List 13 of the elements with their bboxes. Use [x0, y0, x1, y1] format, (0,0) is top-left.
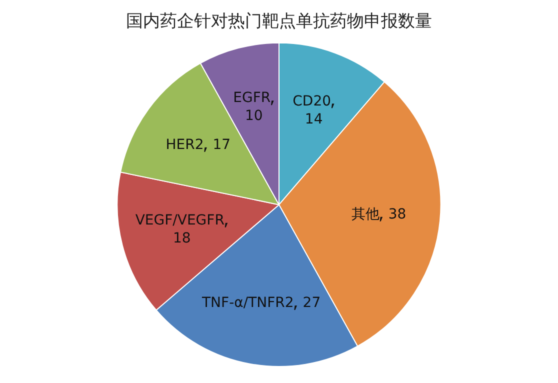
- slice-label: 其他: [351, 206, 380, 222]
- data-label: 27: [302, 295, 321, 312]
- data-label: 17: [212, 136, 231, 153]
- slice-label: VEGF/VEGFR: [135, 212, 225, 228]
- data-label: 18: [172, 230, 191, 246]
- chart-title: 国内药企针对热门靶点单抗药物申报数量: [126, 12, 432, 32]
- slice-label: EGFR: [233, 90, 271, 106]
- slice-label: TNF-α/TNFR2: [201, 295, 294, 312]
- slice-label: HER2: [166, 136, 204, 153]
- data-label: 14: [304, 111, 323, 128]
- data-label: 10: [244, 108, 263, 124]
- data-label: 38: [388, 206, 406, 222]
- slice-label: CD20: [292, 93, 332, 110]
